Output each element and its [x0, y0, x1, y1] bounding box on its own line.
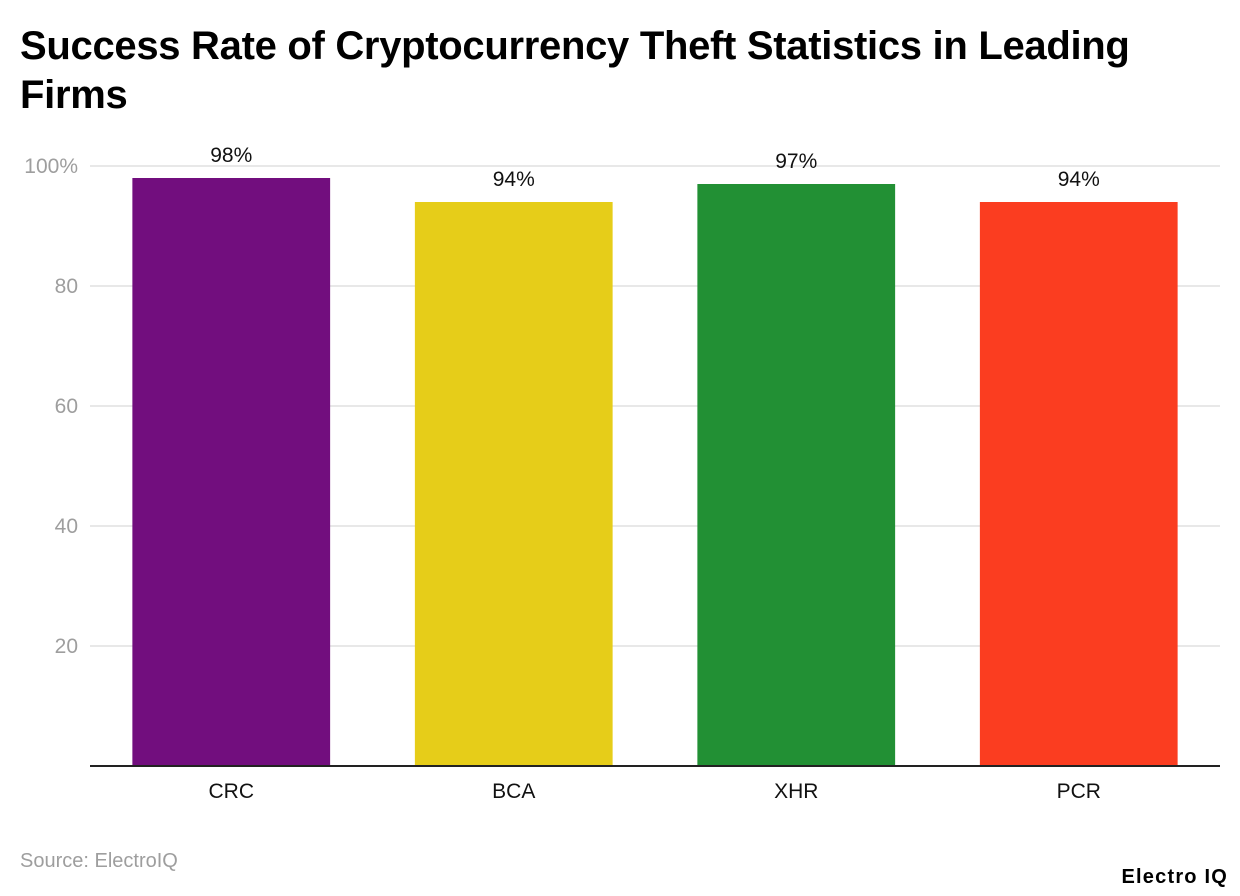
y-tick-label: 60 [55, 395, 78, 418]
x-axis-tick-labels: CRC BCA XHR PCR [209, 780, 1101, 803]
bar-pcr [979, 202, 1178, 766]
x-tick-label: BCA [492, 780, 535, 803]
y-tick-label: 20 [55, 635, 78, 658]
x-tick-label: PCR [1057, 780, 1101, 803]
bar-xhr [697, 184, 896, 766]
brand-logo: Electro IQ [1121, 866, 1228, 888]
x-tick-label: CRC [209, 780, 255, 803]
bar-bca [414, 202, 613, 766]
y-tick-label: 80 [55, 275, 78, 298]
data-label: 94% [1058, 168, 1100, 191]
chart-title: Success Rate of Cryptocurrency Theft Sta… [20, 24, 1130, 117]
x-tick-label: XHR [774, 780, 818, 803]
y-tick-label: 100% [24, 155, 78, 178]
data-label: 97% [775, 150, 817, 173]
y-tick-label: 40 [55, 515, 78, 538]
bars [132, 178, 1178, 766]
bar-crc [132, 178, 331, 766]
data-label: 98% [210, 144, 252, 167]
data-labels: 98% 94% 97% 94% [210, 144, 1100, 191]
source-note: Source: ElectroIQ [20, 850, 178, 872]
y-axis-tick-labels: 20 40 60 80 100% [24, 155, 78, 658]
data-label: 94% [493, 168, 535, 191]
